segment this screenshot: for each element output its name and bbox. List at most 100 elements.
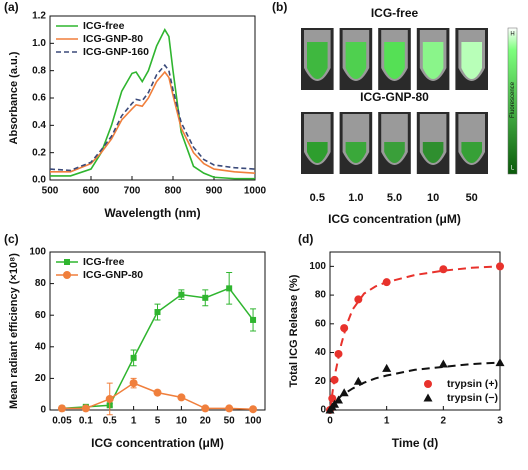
- y-tick-label: 0.2: [32, 147, 46, 158]
- marker: [250, 316, 257, 323]
- y-tick-label: 1.0: [32, 38, 46, 49]
- tube-content: [384, 142, 405, 163]
- legend-label: trypsin (+): [447, 378, 498, 390]
- x-axis-label: ICG concentration (μM): [91, 436, 224, 450]
- x-axis-label: Wavelength (nm): [104, 206, 200, 220]
- marker: [339, 388, 349, 397]
- marker: [202, 294, 209, 301]
- x-tick-label: 20: [200, 416, 212, 427]
- series-line: [50, 28, 255, 180]
- legend-label: ICG-free: [83, 256, 125, 268]
- x-tick-label: 500: [42, 186, 59, 197]
- marker: [153, 388, 162, 397]
- y-tick-label: 0.8: [32, 65, 46, 76]
- marker: [382, 278, 391, 287]
- plot-frame: [49, 15, 256, 181]
- y-tick-label: 100: [309, 261, 326, 272]
- x-axis-label: ICG concentration (μM): [328, 212, 461, 226]
- tube-content: [422, 142, 444, 163]
- legend-marker: [63, 271, 71, 279]
- y-tick-label: 60: [315, 318, 327, 329]
- marker: [330, 399, 340, 408]
- marker: [177, 393, 186, 402]
- marker: [81, 404, 90, 413]
- legend-label: trypsin (−): [447, 392, 498, 404]
- tube-content: [384, 42, 405, 79]
- series-line: [50, 70, 256, 174]
- tube-content: [345, 142, 367, 163]
- tube-content: [307, 142, 328, 163]
- x-tick-label: 2: [441, 416, 447, 427]
- marker: [105, 394, 114, 403]
- marker: [495, 358, 505, 367]
- marker: [154, 309, 161, 316]
- x-tick-label: 0.5: [310, 192, 325, 204]
- y-tick-label: 40: [35, 341, 47, 352]
- y-tick-label: 20: [35, 373, 47, 384]
- x-tick-label: 100: [245, 416, 262, 427]
- marker: [496, 262, 504, 271]
- legend-label: ICG-free: [83, 20, 125, 32]
- marker: [382, 363, 392, 372]
- x-tick-label: 5.0: [387, 192, 402, 204]
- x-tick-label: 0.1: [79, 416, 93, 427]
- fit-line: [329, 265, 501, 411]
- marker: [226, 285, 233, 292]
- y-axis-label: Absorbance (a.u.): [8, 51, 20, 144]
- tube-content: [307, 42, 328, 79]
- panel-label: (d): [298, 232, 313, 246]
- x-tick-label: 800: [165, 186, 182, 197]
- x-tick-label: 1000: [244, 186, 267, 197]
- tube-content: [422, 42, 444, 79]
- plot-frame: [329, 251, 501, 411]
- y-tick-label: 0: [40, 405, 46, 416]
- x-tick-label: 5: [155, 416, 161, 427]
- legend-label: ICG-GNP-80: [83, 269, 143, 281]
- marker: [438, 359, 448, 368]
- y-tick-label: 80: [315, 290, 327, 301]
- y-tick-label: 0.4: [32, 120, 46, 131]
- marker: [249, 405, 258, 414]
- marker: [129, 379, 138, 388]
- marker: [330, 375, 339, 384]
- x-tick-label: 1: [131, 416, 137, 427]
- x-tick-label: 900: [206, 186, 223, 197]
- marker: [354, 295, 363, 304]
- panel-label: (a): [4, 0, 19, 14]
- marker: [130, 354, 137, 361]
- series-line: [49, 63, 256, 172]
- y-tick-label: 100: [29, 247, 46, 258]
- x-tick-label: 700: [124, 186, 141, 197]
- x-tick-label: 50: [224, 416, 236, 427]
- marker: [334, 349, 343, 358]
- x-axis-label: Time (d): [392, 436, 438, 450]
- x-tick-label: 0: [327, 416, 333, 427]
- y-tick-label: 1.2: [32, 11, 46, 22]
- x-tick-label: 50: [466, 192, 478, 204]
- colorbar-title: Fluorescence: [510, 81, 516, 118]
- x-tick-label: 10: [176, 416, 188, 427]
- marker: [353, 376, 363, 385]
- legend-marker: [64, 259, 70, 265]
- y-tick-label: 0.0: [32, 175, 46, 186]
- y-tick-label: 20: [315, 376, 327, 387]
- marker: [178, 291, 185, 298]
- x-tick-label: 0.5: [103, 416, 117, 427]
- y-tick-label: 0.6: [32, 93, 46, 104]
- x-tick-label: 10: [427, 192, 439, 204]
- panel-label: (b): [272, 0, 287, 14]
- legend-marker: [423, 393, 433, 402]
- x-tick-label: 600: [83, 186, 100, 197]
- tube-content: [461, 142, 482, 163]
- y-axis-label: Total ICG Release (%): [288, 274, 300, 387]
- x-tick-label: 1.0: [348, 192, 363, 204]
- marker: [439, 265, 448, 274]
- x-tick-label: 1: [384, 416, 390, 427]
- legend-label: ICG-GNP-160: [83, 46, 149, 58]
- colorbar-high: H: [510, 32, 514, 38]
- x-tick-label: 3: [497, 416, 503, 427]
- marker: [340, 324, 349, 333]
- colorbar: [507, 27, 518, 175]
- y-tick-label: 0: [320, 405, 326, 416]
